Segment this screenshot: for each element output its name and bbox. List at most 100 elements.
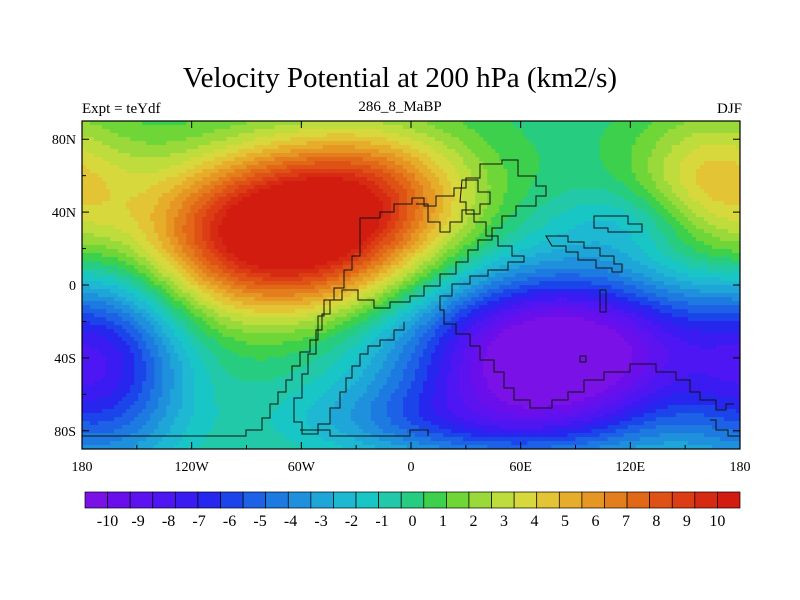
field-cell bbox=[166, 209, 171, 214]
field-cell bbox=[711, 225, 717, 230]
field-cell bbox=[290, 129, 296, 134]
field-cell bbox=[334, 173, 340, 178]
field-cell bbox=[479, 133, 484, 138]
field-cell bbox=[703, 177, 709, 182]
field-cell bbox=[683, 121, 689, 126]
field-cell bbox=[270, 205, 276, 210]
field-cell bbox=[338, 157, 344, 162]
field-cell bbox=[198, 229, 203, 234]
field-cell bbox=[527, 141, 532, 146]
field-cell bbox=[214, 225, 220, 230]
field-cell bbox=[222, 205, 228, 210]
field-cell bbox=[595, 173, 601, 178]
field-cell bbox=[579, 145, 585, 150]
field-cell bbox=[290, 137, 296, 142]
field-cell bbox=[579, 221, 585, 226]
field-cell bbox=[415, 233, 420, 238]
field-cell bbox=[731, 193, 737, 198]
field-cell bbox=[174, 197, 179, 202]
field-cell bbox=[587, 181, 593, 186]
field-cell bbox=[270, 209, 276, 214]
field-cell bbox=[703, 173, 709, 178]
field-cell bbox=[463, 189, 468, 194]
field-cell bbox=[406, 129, 412, 134]
field-cell bbox=[254, 173, 260, 178]
field-cell bbox=[346, 209, 352, 214]
field-cell bbox=[398, 141, 404, 146]
field-cell bbox=[82, 153, 87, 158]
field-cell bbox=[683, 173, 689, 178]
field-cell bbox=[106, 133, 111, 138]
field-cell bbox=[342, 133, 348, 138]
field-cell bbox=[262, 233, 268, 238]
field-cell bbox=[563, 233, 569, 238]
field-cell bbox=[451, 213, 456, 218]
field-cell bbox=[390, 181, 396, 186]
field-cell bbox=[647, 205, 653, 210]
field-cell bbox=[282, 173, 288, 178]
field-cell bbox=[655, 197, 661, 202]
field-cell bbox=[234, 197, 240, 202]
field-cell bbox=[402, 197, 408, 202]
field-cell bbox=[270, 185, 276, 190]
field-cell bbox=[419, 173, 424, 178]
field-cell bbox=[202, 185, 207, 190]
field-cell bbox=[483, 197, 488, 202]
field-cell bbox=[214, 153, 220, 158]
field-cell bbox=[318, 169, 324, 174]
field-cell bbox=[286, 197, 292, 202]
field-cell bbox=[511, 233, 516, 238]
field-cell bbox=[531, 189, 536, 194]
field-cell bbox=[234, 177, 240, 182]
field-cell bbox=[699, 197, 705, 202]
field-cell bbox=[415, 161, 420, 166]
field-cell bbox=[362, 145, 368, 150]
field-cell bbox=[198, 205, 203, 210]
field-cell bbox=[366, 153, 372, 158]
field-cell bbox=[318, 141, 324, 146]
field-cell bbox=[443, 189, 448, 194]
field-cell bbox=[607, 229, 613, 234]
field-cell bbox=[210, 229, 215, 234]
field-cell bbox=[683, 125, 689, 130]
field-cell bbox=[146, 201, 151, 206]
field-cell bbox=[719, 177, 725, 182]
field-cell bbox=[511, 185, 516, 190]
field-cell bbox=[703, 205, 709, 210]
field-cell bbox=[455, 173, 460, 178]
field-cell bbox=[298, 217, 304, 222]
field-cell bbox=[150, 189, 155, 194]
field-cell bbox=[90, 181, 95, 186]
field-cell bbox=[282, 193, 288, 198]
field-cell bbox=[302, 201, 308, 206]
field-cell bbox=[607, 129, 613, 134]
field-cell bbox=[599, 193, 605, 198]
field-cell bbox=[607, 125, 613, 130]
field-cell bbox=[711, 145, 717, 150]
field-cell bbox=[711, 221, 717, 226]
field-cell bbox=[290, 125, 296, 130]
field-cell bbox=[435, 185, 440, 190]
field-cell bbox=[435, 229, 440, 234]
field-cell bbox=[431, 121, 436, 126]
field-cell bbox=[479, 149, 484, 154]
field-cell bbox=[222, 177, 228, 182]
field-cell bbox=[627, 217, 633, 222]
field-cell bbox=[427, 189, 432, 194]
field-cell bbox=[467, 185, 472, 190]
field-cell bbox=[511, 209, 516, 214]
field-cell bbox=[382, 141, 388, 146]
field-cell bbox=[130, 213, 135, 218]
field-cell bbox=[503, 153, 508, 158]
field-cell bbox=[350, 161, 356, 166]
field-cell bbox=[715, 157, 721, 162]
field-cell bbox=[507, 133, 512, 138]
field-cell bbox=[102, 201, 107, 206]
field-cell bbox=[503, 185, 508, 190]
field-cell bbox=[262, 129, 268, 134]
field-cell bbox=[302, 177, 308, 182]
field-cell bbox=[318, 185, 324, 190]
field-cell bbox=[679, 173, 685, 178]
field-cell bbox=[699, 157, 705, 162]
field-cell bbox=[563, 173, 569, 178]
